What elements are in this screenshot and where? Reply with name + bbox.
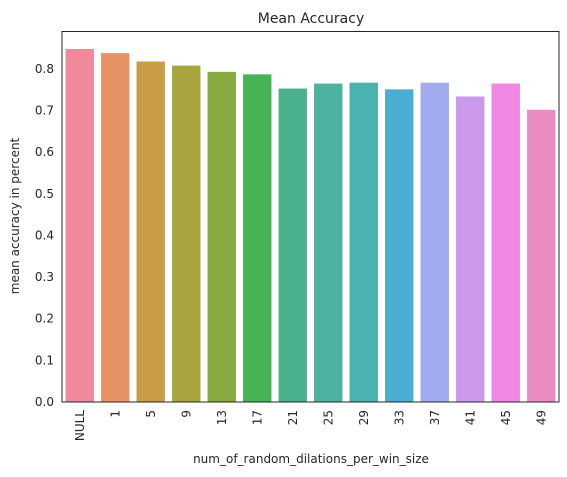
x-tick-label: 49 [534, 410, 548, 425]
x-tick-label: 21 [286, 410, 300, 425]
y-tick-label: 0.8 [35, 62, 54, 76]
x-tick-label: 9 [179, 410, 193, 418]
x-tick-label: 37 [428, 410, 442, 425]
bar-1 [101, 53, 130, 403]
bar-49 [527, 109, 556, 402]
bar-37 [420, 82, 449, 402]
bar-5 [136, 61, 165, 402]
y-tick-label: 0.4 [35, 228, 54, 242]
bar-21 [278, 88, 307, 402]
bar-17 [243, 74, 272, 402]
x-tick-label: 5 [144, 410, 158, 418]
x-tick-label: NULL [73, 410, 87, 441]
y-tick-label: 0.2 [35, 312, 54, 326]
y-tick-label: 0.7 [35, 104, 54, 118]
x-tick-label: 1 [108, 410, 122, 418]
bar-29 [349, 82, 378, 402]
plot-frame [61, 31, 560, 403]
x-tick-label: 25 [321, 410, 335, 425]
bar-33 [385, 89, 414, 403]
x-tick-label: 33 [392, 410, 406, 425]
bar-13 [207, 71, 236, 402]
x-tick-label: 41 [463, 410, 477, 425]
bar-41 [456, 96, 485, 402]
x-axis-label: num_of_random_dilations_per_win_size [193, 452, 429, 466]
x-tick-label: 29 [357, 410, 371, 425]
x-tick-label: 45 [499, 410, 513, 425]
y-tick-label: 0.0 [35, 395, 54, 409]
bar-45 [491, 83, 520, 402]
y-axis-ticks: 0.0 0.1 0.2 0.3 0.4 0.5 0.6 0.7 0.8 [35, 62, 54, 409]
y-tick-label: 0.6 [35, 145, 54, 159]
y-tick-label: 0.3 [35, 270, 54, 284]
y-axis-label: mean accuracy in percent [8, 137, 22, 294]
x-tick-label: 13 [215, 410, 229, 425]
x-axis-ticks: NULL 1 5 9 13 17 21 25 29 33 37 41 45 49 [73, 410, 549, 441]
y-tick-label: 0.5 [35, 187, 54, 201]
bar-null [65, 48, 94, 402]
y-tick-label: 0.1 [35, 353, 54, 367]
chart-title: Mean Accuracy [258, 11, 365, 27]
bar-9 [172, 65, 201, 402]
bars-group [65, 48, 556, 403]
bar-25 [314, 83, 343, 402]
x-tick-label: 17 [250, 410, 264, 425]
